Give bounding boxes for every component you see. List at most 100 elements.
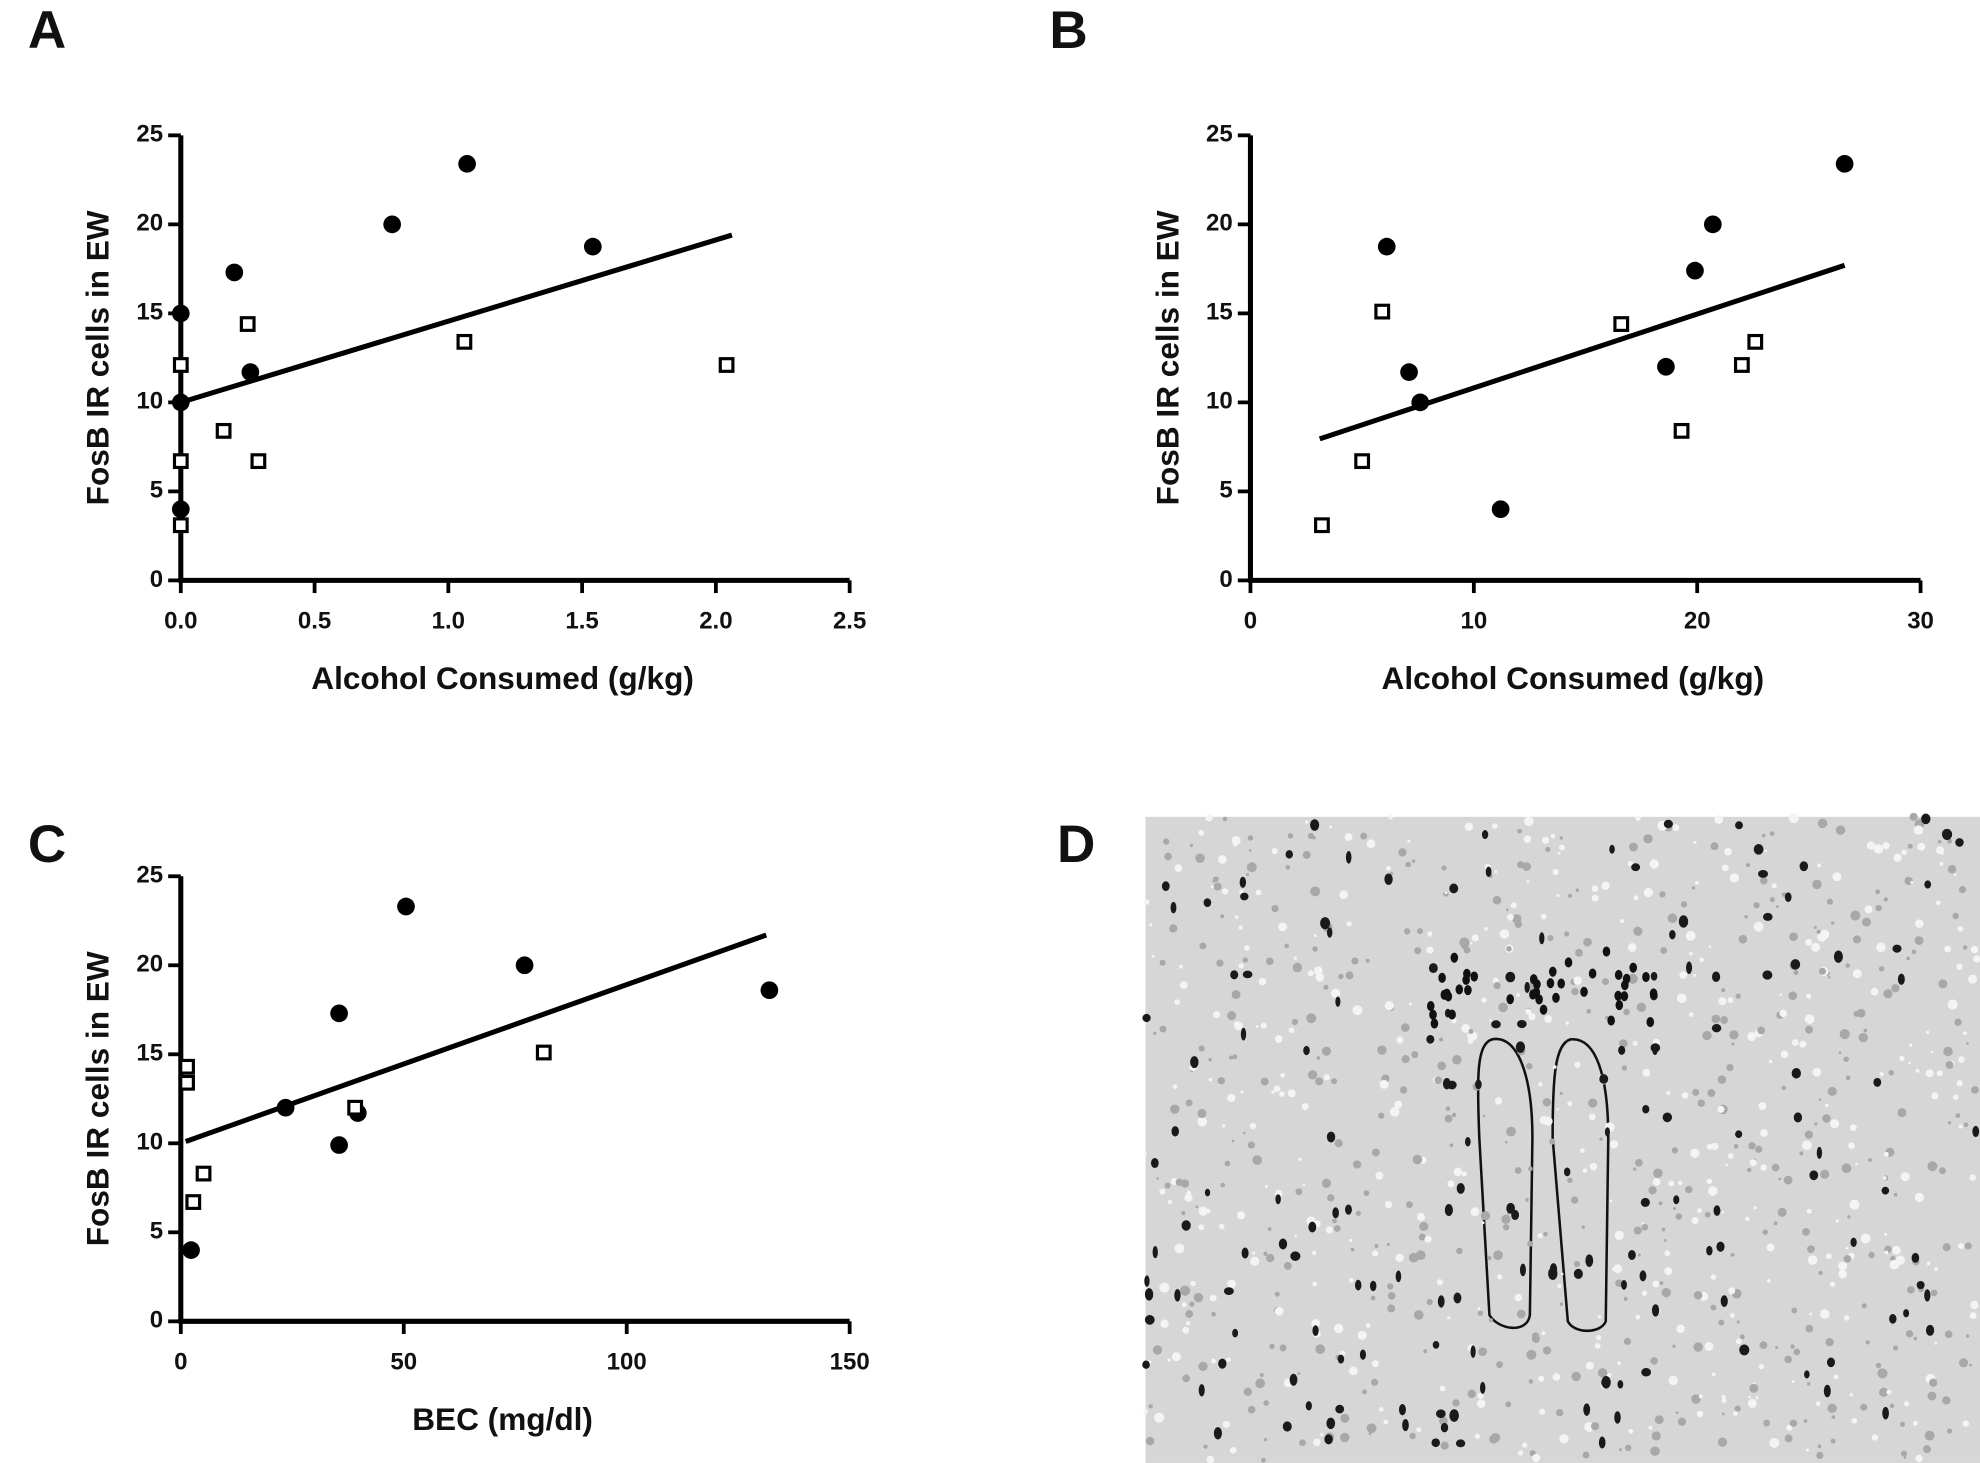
texture [1573,1260,1581,1267]
texture [1557,1284,1562,1289]
texture [1181,1210,1186,1216]
texture [1810,942,1821,952]
stained-cell [1641,1368,1652,1377]
texture [1189,1301,1195,1307]
texture [1677,1180,1683,1186]
texture [1151,954,1155,958]
stained-cell [1546,978,1555,989]
x-tick-label: 0.5 [298,607,331,634]
stained-cell [1539,1004,1548,1015]
point [383,215,402,234]
texture [1718,997,1727,1006]
texture [1456,1247,1463,1255]
texture [1696,1410,1704,1418]
texture [1946,1428,1953,1434]
texture [1816,929,1821,934]
texture [1717,1075,1727,1084]
texture [1714,815,1724,824]
texture [1242,957,1248,963]
texture [1315,973,1325,982]
texture [1480,1211,1491,1221]
texture [1416,928,1423,935]
stained-cell [1614,990,1622,1001]
texture [1538,1375,1545,1382]
texture [1623,1337,1632,1346]
stained-cell [1716,1241,1725,1252]
texture [1556,1107,1560,1111]
texture [1411,1051,1419,1059]
texture [1418,1233,1426,1241]
texture [1659,891,1666,898]
texture [1777,1207,1787,1217]
texture [1813,925,1817,929]
texture [1817,1444,1822,1449]
texture [1285,864,1291,870]
texture [1589,1162,1598,1171]
texture [1957,925,1964,932]
texture [1331,1078,1338,1085]
texture [1154,1412,1165,1423]
texture [1779,993,1782,997]
texture [1368,1432,1372,1436]
texture [1749,1383,1759,1393]
texture [1623,1296,1628,1301]
texture [1845,1075,1851,1081]
texture [1664,1267,1673,1276]
stained-cell [1816,1146,1823,1159]
texture [1224,1160,1231,1167]
stained-cell [1203,898,1212,907]
texture [1327,1194,1335,1202]
texture [1424,1235,1432,1243]
texture [1323,984,1329,990]
texture [1506,946,1512,952]
point [182,1241,200,1259]
stained-cell [1505,971,1516,983]
stained-cell [1790,959,1801,970]
stained-cell [1524,981,1530,993]
texture [1889,1403,1895,1409]
point [179,1074,195,1091]
texture [1334,1323,1344,1334]
texture [1824,1103,1829,1108]
stained-cell [1384,873,1393,885]
texture [1184,1193,1193,1202]
texture [1769,831,1775,837]
texture [1265,957,1274,966]
texture [1749,1159,1757,1167]
texture [1588,1113,1596,1121]
texture [1625,1444,1632,1451]
stained-cell [1519,1263,1526,1277]
texture [1652,1280,1660,1288]
texture [1680,901,1688,908]
texture [1843,1315,1850,1321]
texture [1291,1018,1298,1025]
stained-cell [1465,1137,1471,1147]
stained-cell [1431,1438,1440,1448]
texture [1206,1455,1215,1463]
texture [1189,843,1194,848]
texture [1672,1206,1677,1211]
texture [1822,1114,1831,1123]
y-tick-label: 20 [136,951,163,978]
texture [1222,888,1229,895]
texture [1693,840,1697,844]
texture [1711,1372,1716,1377]
texture [1405,861,1411,868]
texture [1735,1338,1742,1345]
texture [1609,1140,1619,1149]
y-tick-label: 15 [136,299,163,326]
texture [1788,813,1799,824]
texture [1384,1200,1393,1209]
texture [1843,1056,1849,1062]
texture [1143,899,1150,905]
texture [1559,1434,1569,1444]
texture [1708,945,1712,948]
texture [1876,942,1886,953]
texture [1693,1290,1703,1300]
stained-cell [1833,950,1843,963]
texture [1372,1380,1377,1385]
texture [1773,1221,1778,1226]
texture [1652,1178,1661,1186]
texture [1818,967,1827,975]
texture [1936,1070,1943,1077]
